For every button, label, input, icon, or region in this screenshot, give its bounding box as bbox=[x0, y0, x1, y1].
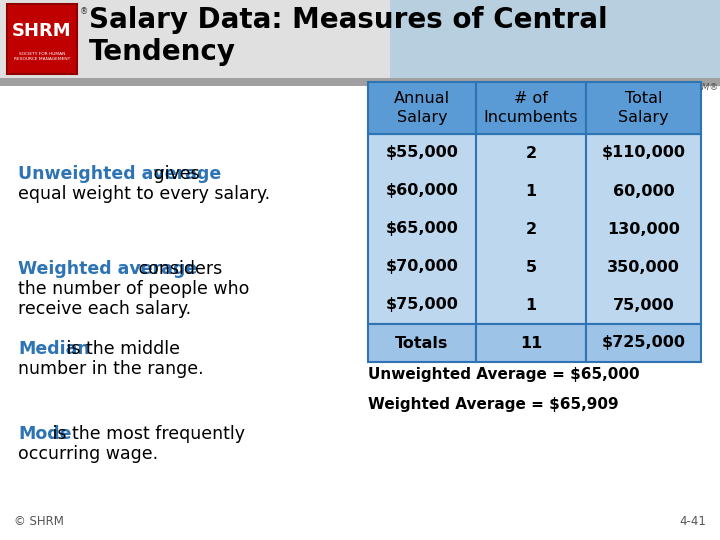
Text: $55,000: $55,000 bbox=[386, 145, 459, 160]
Bar bbox=[0, 78, 720, 86]
Text: occurring wage.: occurring wage. bbox=[18, 445, 158, 463]
Text: © SHRM: © SHRM bbox=[14, 515, 64, 528]
Text: Unweighted average: Unweighted average bbox=[18, 165, 221, 183]
Text: 4-41: 4-41 bbox=[679, 515, 706, 528]
Text: $70,000: $70,000 bbox=[386, 260, 459, 274]
Bar bbox=[586, 82, 701, 134]
Text: 60,000: 60,000 bbox=[613, 184, 675, 199]
Text: $110,000: $110,000 bbox=[601, 145, 685, 160]
Bar bbox=[476, 82, 586, 134]
Bar bbox=[368, 82, 476, 134]
Text: ®: ® bbox=[80, 7, 89, 16]
Text: receive each salary.: receive each salary. bbox=[18, 300, 191, 318]
Bar bbox=[368, 324, 476, 362]
Text: Unweighted Average = $65,000: Unweighted Average = $65,000 bbox=[368, 367, 639, 382]
Bar bbox=[0, 0, 720, 78]
Text: Total
Salary: Total Salary bbox=[618, 91, 669, 125]
Text: 2012 SHRM LEARNING SYSTEM®: 2012 SHRM LEARNING SYSTEM® bbox=[569, 83, 718, 92]
Text: Mode: Mode bbox=[18, 425, 71, 443]
Bar bbox=[7, 4, 77, 74]
Bar bbox=[476, 324, 586, 362]
Text: 1: 1 bbox=[526, 184, 536, 199]
Text: gives: gives bbox=[148, 165, 199, 183]
Text: SOCIETY FOR HUMAN
RESOURCE MANAGEMENT: SOCIETY FOR HUMAN RESOURCE MANAGEMENT bbox=[14, 52, 70, 61]
Bar bbox=[368, 134, 701, 324]
Text: Totals: Totals bbox=[395, 335, 449, 350]
Text: Weighted average: Weighted average bbox=[18, 260, 197, 278]
Text: is the middle: is the middle bbox=[61, 340, 180, 358]
Text: SHRM: SHRM bbox=[12, 22, 72, 39]
Text: Weighted Average = $65,909: Weighted Average = $65,909 bbox=[368, 397, 618, 412]
Text: 1: 1 bbox=[526, 298, 536, 313]
Text: # of
Incumbents: # of Incumbents bbox=[484, 91, 578, 125]
Text: 5: 5 bbox=[526, 260, 536, 274]
Text: 2: 2 bbox=[526, 145, 536, 160]
Text: 2: 2 bbox=[526, 221, 536, 237]
Text: $65,000: $65,000 bbox=[386, 221, 459, 237]
Text: equal weight to every salary.: equal weight to every salary. bbox=[18, 185, 270, 203]
Text: the number of people who: the number of people who bbox=[18, 280, 249, 298]
Text: Salary Data: Measures of Central: Salary Data: Measures of Central bbox=[89, 5, 608, 33]
Text: considers: considers bbox=[133, 260, 222, 278]
Text: is the most frequently: is the most frequently bbox=[47, 425, 245, 443]
Bar bbox=[390, 0, 720, 78]
Text: Annual
Salary: Annual Salary bbox=[394, 91, 450, 125]
Text: 350,000: 350,000 bbox=[607, 260, 680, 274]
Text: $60,000: $60,000 bbox=[386, 184, 459, 199]
Text: Tendency: Tendency bbox=[89, 38, 236, 66]
Text: 75,000: 75,000 bbox=[613, 298, 675, 313]
Text: 11: 11 bbox=[520, 335, 542, 350]
Bar bbox=[586, 324, 701, 362]
Text: $725,000: $725,000 bbox=[601, 335, 685, 350]
Text: Median: Median bbox=[18, 340, 90, 358]
Text: 130,000: 130,000 bbox=[607, 221, 680, 237]
Text: $75,000: $75,000 bbox=[386, 298, 459, 313]
Text: number in the range.: number in the range. bbox=[18, 360, 204, 378]
